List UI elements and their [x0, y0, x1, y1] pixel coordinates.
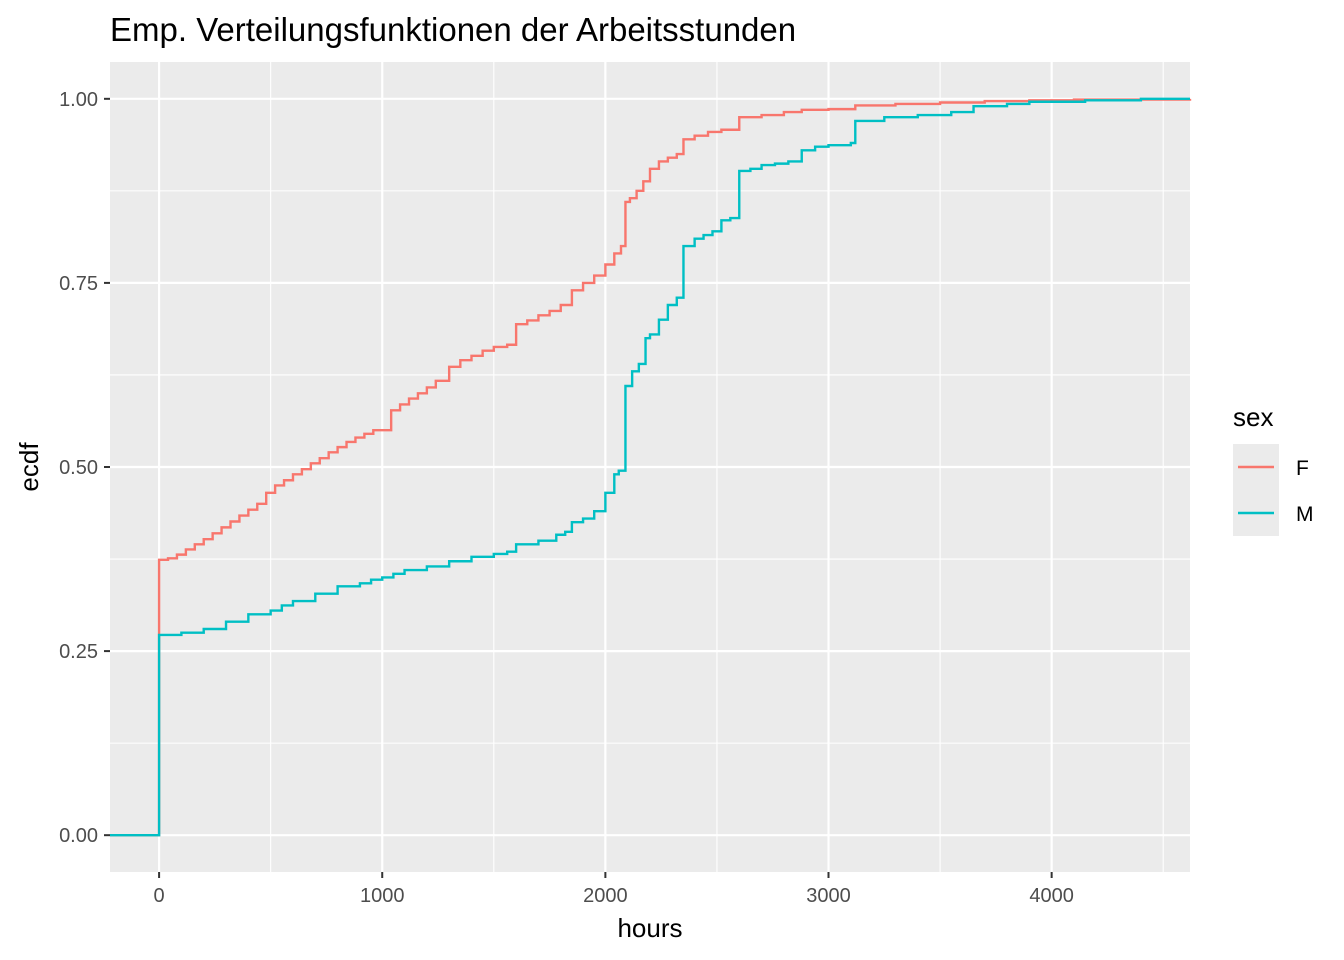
y-tick-label: 1.00: [59, 89, 98, 111]
series-line-f: [110, 98, 1192, 837]
x-tick-label: 4000: [1029, 885, 1074, 907]
x-tick-label: 2000: [583, 885, 628, 907]
y-tick-label: 0.00: [59, 825, 98, 847]
x-tick-label: 0: [154, 885, 165, 907]
y-tick-label: 0.50: [59, 457, 98, 479]
legend-label-f: F: [1296, 457, 1309, 480]
y-axis-title: ecdf: [14, 442, 44, 492]
series-layer: [110, 97, 1192, 837]
series-line-m: [110, 97, 1190, 837]
y-axis: 0.00 0.25 0.50 0.75 1.00: [59, 89, 110, 847]
legend-label-m: M: [1296, 503, 1314, 526]
x-tick-label: 1000: [360, 885, 405, 907]
legend-title: sex: [1233, 402, 1273, 432]
x-axis: 0 1000 2000 3000 4000: [154, 872, 1074, 907]
y-tick-label: 0.75: [59, 273, 98, 295]
y-tick-label: 0.25: [59, 641, 98, 663]
x-tick-label: 3000: [806, 885, 851, 907]
legend: sex F M: [1233, 402, 1314, 536]
chart-title: Emp. Verteilungsfunktionen der Arbeitsst…: [110, 11, 796, 48]
legend-key-background: [1233, 444, 1279, 536]
x-axis-title: hours: [617, 913, 682, 943]
